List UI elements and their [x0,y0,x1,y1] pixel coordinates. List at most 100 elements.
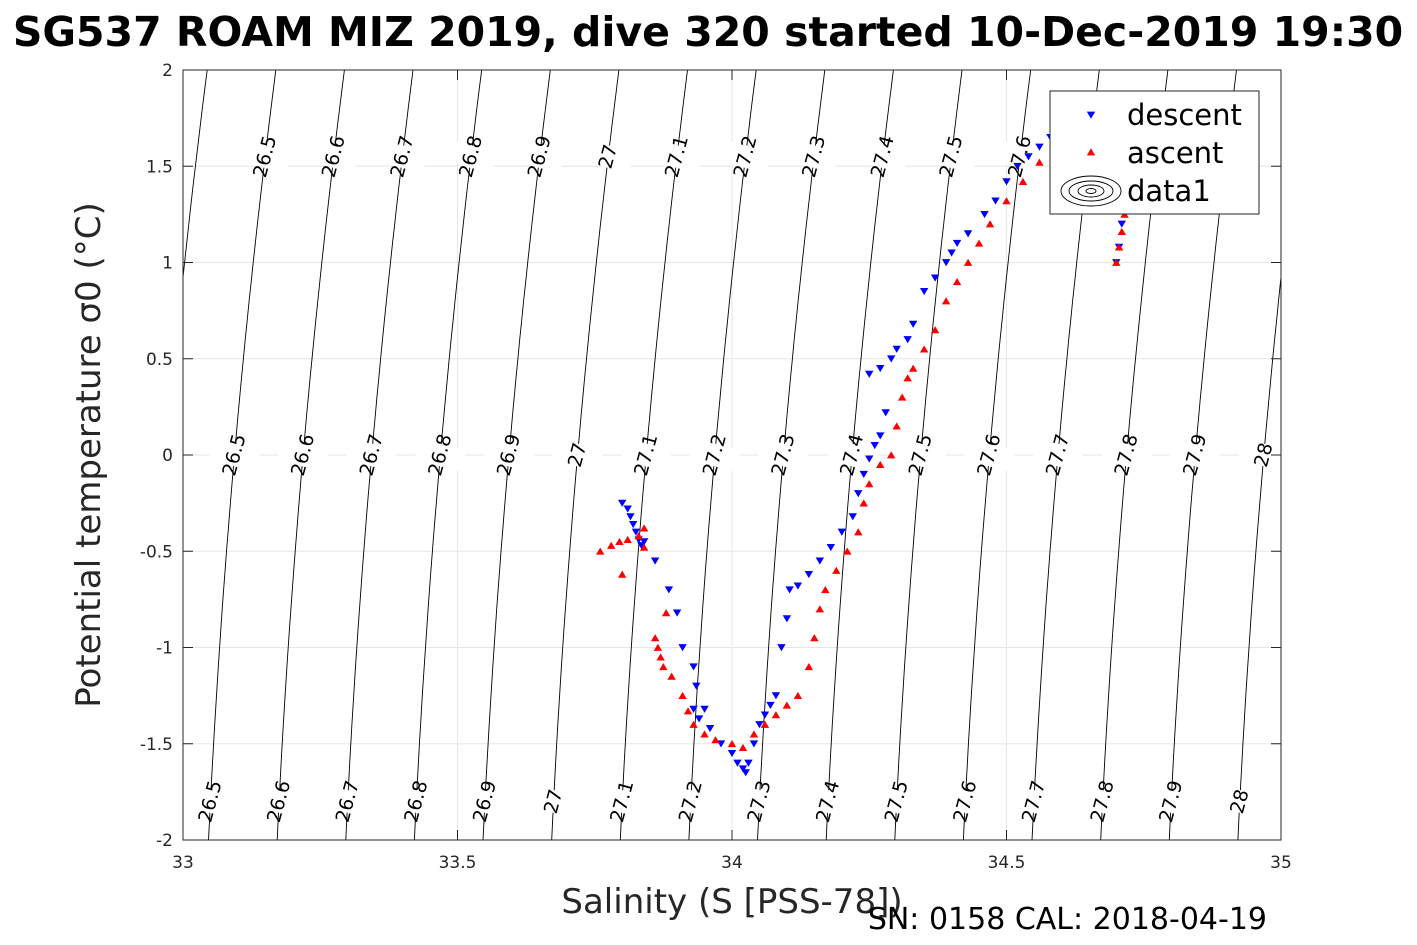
ascent-point [738,743,748,751]
y-tick-label: 0.5 [146,350,173,370]
descent-point [744,759,753,767]
descent-point [626,513,635,521]
isopycnal-line [1375,70,1417,840]
ascent-point [650,634,660,642]
descent-point [991,197,1000,205]
calibration-footer: SN: 0158 CAL: 2018-04-19 [868,902,1267,937]
ascent-point [1117,227,1126,236]
ascent-point [683,707,693,715]
ascent-point [887,451,896,459]
descent-point [804,570,814,579]
isopycnal-line [1307,70,1374,840]
descent-point [980,211,989,219]
ascent-point [892,422,901,430]
descent-point [623,505,632,513]
ascent-point [903,374,912,382]
ascent-point [832,566,841,574]
descent-point [650,557,660,565]
descent-point [1035,143,1044,151]
ascent-point [804,662,814,671]
ascent-point [952,277,962,286]
descent-point [1013,162,1022,171]
ascent-point [727,739,737,748]
y-tick-label: 0 [162,446,173,466]
descent-point [755,721,764,729]
descent-point [865,455,874,463]
descent-point [672,609,682,617]
ascent-point [711,736,720,744]
descent-point [777,644,786,652]
ascent-point [930,326,940,334]
descent-point [865,370,874,378]
ascent-point [810,634,819,642]
ascent-point [793,691,803,699]
legend-label-descent: descent [1127,98,1242,132]
descent-point [870,442,879,450]
descent-point [919,288,929,296]
descent-point [785,586,794,594]
y-tick-label: -1 [156,639,173,659]
ascent-point [607,541,616,549]
chart-title: SG537 ROAM MIZ 2019, dive 320 started 10… [13,8,1403,56]
descent-point [826,544,836,552]
ascent-point [876,460,885,468]
ascent-point [782,701,792,709]
ascent-point [656,653,665,661]
ascent-point [859,499,868,507]
x-axis-label: Salinity (S [PSS-78]) [561,882,902,922]
ascent-point [815,605,825,613]
y-tick-label: -0.5 [140,542,173,562]
descent-point [694,715,704,723]
ascent-point [1035,158,1044,166]
x-tick-label: 33.5 [439,853,477,873]
legend-swatch-ascent [1086,148,1096,156]
ascent-point [985,220,995,228]
contour-label-27.2: 27.2 [719,133,772,180]
descent-point [859,470,868,479]
descent-point [678,644,687,652]
ascent-point [639,543,649,551]
legend-swatch-descent [1086,111,1096,119]
ascent-point [700,730,709,738]
descent-point [738,765,748,773]
descent-point [941,259,951,267]
x-tick-label: 35 [1270,853,1292,873]
contour-label-27: 27 [582,139,635,174]
y-tick-label: 2 [162,61,173,81]
descent-point [815,557,825,565]
ascent-point [897,393,907,401]
descent-point [903,336,912,344]
descent-point [760,711,770,719]
ascent-point [596,547,605,555]
descent-point [908,320,918,328]
descent-point [892,345,901,353]
descent-point [664,586,674,594]
ascent-point [941,297,951,305]
isopycnal-line [183,70,208,282]
y-tick-label: -2 [156,831,173,851]
ascent-point [653,643,663,651]
ascent-point [771,711,781,719]
descent-point [631,528,641,536]
legend: descent ascent data1 [1049,90,1260,215]
descent-point [741,769,750,777]
y-axis-label: Potential temperature σ0 (°C) [69,202,109,708]
ascent-point [618,570,627,578]
descent-point [963,230,973,238]
ascent-series [596,135,1129,751]
ascent-point [1018,177,1028,186]
descent-point [930,274,940,282]
ascent-point [843,547,852,555]
descent-point [793,582,803,590]
ascent-point [615,537,624,545]
ascent-point [1002,197,1011,205]
descent-point [848,513,857,521]
descent-point [1002,178,1011,186]
ascent-point [1114,243,1124,251]
descent-point [692,682,701,690]
descent-point [639,538,649,546]
descent-point [766,701,775,710]
ascent-point [760,720,770,728]
descent-point [771,692,781,700]
descent-point [700,705,709,713]
